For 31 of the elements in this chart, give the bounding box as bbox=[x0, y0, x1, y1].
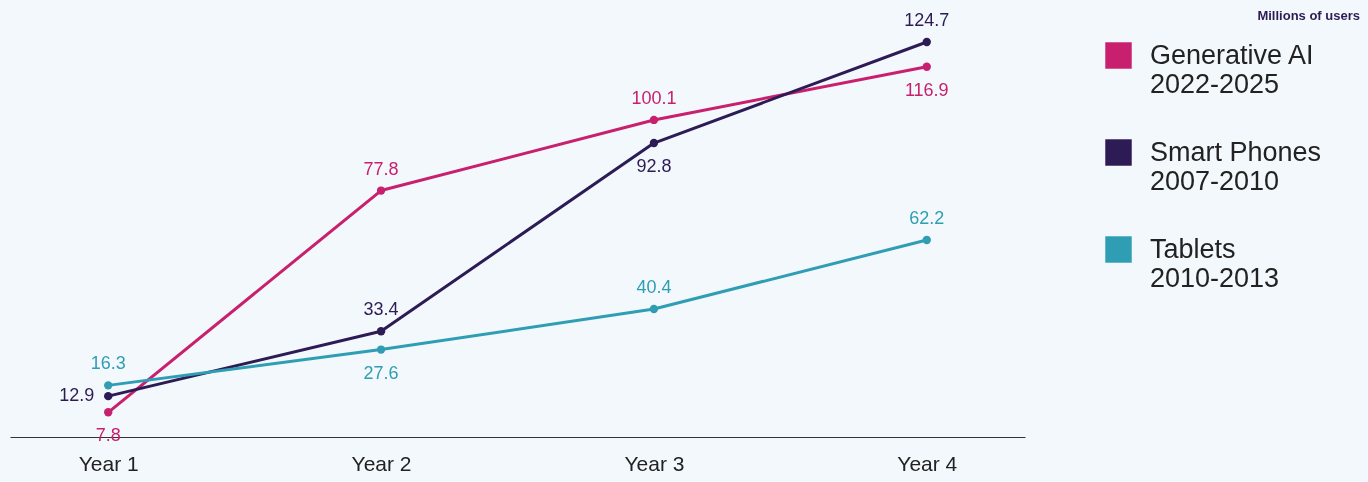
point bbox=[376, 345, 386, 354]
data-label: 116.9 bbox=[904, 79, 949, 100]
text: Millions of users bbox=[1257, 8, 1360, 23]
data-label: 62.2 bbox=[909, 207, 945, 228]
data-label: 27.6 bbox=[363, 362, 399, 383]
point bbox=[376, 186, 386, 195]
x-tick-label: Year 3 bbox=[624, 451, 685, 475]
x-tick-label: Year 4 bbox=[897, 451, 958, 475]
legend-label: Smart Phones 2007-2010 bbox=[1150, 136, 1322, 196]
point bbox=[104, 408, 113, 417]
data-label: 77.8 bbox=[363, 158, 399, 179]
x-tick-label: Year 2 bbox=[351, 451, 412, 475]
data-label: 40.4 bbox=[636, 277, 672, 298]
data-label: 33.4 bbox=[363, 299, 399, 320]
point bbox=[376, 327, 386, 336]
data-label: 100.1 bbox=[631, 87, 677, 108]
data-label: 92.8 bbox=[636, 156, 672, 177]
data-label: 16.3 bbox=[90, 353, 126, 374]
point bbox=[922, 62, 931, 71]
point bbox=[649, 115, 659, 125]
point bbox=[922, 37, 931, 47]
legend-label: Tablets 2010-2013 bbox=[1150, 233, 1280, 293]
point bbox=[649, 138, 659, 148]
point bbox=[104, 381, 113, 390]
data-label: 124.7 bbox=[904, 10, 950, 30]
data-label: 12.9 bbox=[59, 385, 95, 406]
point bbox=[104, 391, 113, 401]
point bbox=[649, 304, 659, 314]
x-tick-label: Year 1 bbox=[78, 451, 139, 475]
point bbox=[922, 235, 931, 245]
legend-label: Generative AI 2022-2025 bbox=[1150, 39, 1314, 99]
